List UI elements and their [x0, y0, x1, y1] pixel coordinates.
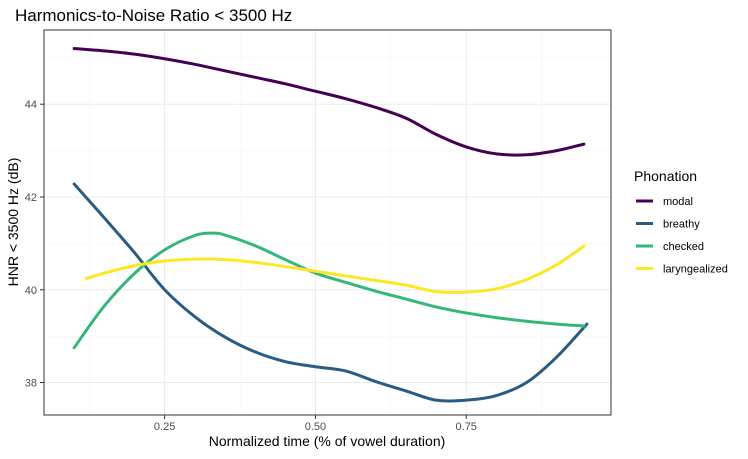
- legend-label-breathy: breathy: [663, 219, 700, 231]
- legend-label-modal: modal: [663, 196, 693, 208]
- legend-label-checked: checked: [663, 241, 704, 253]
- legend-title: Phonation: [634, 168, 697, 184]
- x-tick-label: 0.50: [305, 421, 326, 433]
- legend-items: modal breathy checked laryngealized: [636, 196, 728, 276]
- chart-title: Harmonics-to-Noise Ratio < 3500 Hz: [15, 6, 292, 25]
- x-tick-label: 0.75: [456, 421, 477, 433]
- series-line-breathy: [72, 182, 589, 403]
- y-axis: 38 40 42 44: [25, 99, 44, 390]
- series-line-modal: [72, 47, 586, 157]
- y-tick-label: 38: [25, 378, 37, 390]
- grid-lines: [44, 30, 611, 415]
- legend-label-laryngealized: laryngealized: [663, 264, 728, 276]
- y-tick-label: 42: [25, 192, 37, 204]
- plot-panel-background: [44, 30, 611, 415]
- series-line-laryngealized: [84, 244, 586, 294]
- series-lines: [72, 47, 589, 403]
- y-axis-title: HNR < 3500 Hz (dB): [5, 158, 21, 287]
- series-line-checked: [72, 231, 586, 350]
- plot-panel-border: [43, 29, 612, 416]
- x-tick-label: 0.25: [154, 421, 175, 433]
- y-tick-label: 44: [25, 99, 37, 111]
- legend: Phonation modal breathy checked laryngealiz…: [634, 168, 728, 276]
- x-axis-title: Normalized time (% of vowel duration): [209, 433, 446, 449]
- x-axis: 0.25 0.50 0.75: [154, 415, 477, 433]
- y-tick-label: 40: [25, 285, 37, 297]
